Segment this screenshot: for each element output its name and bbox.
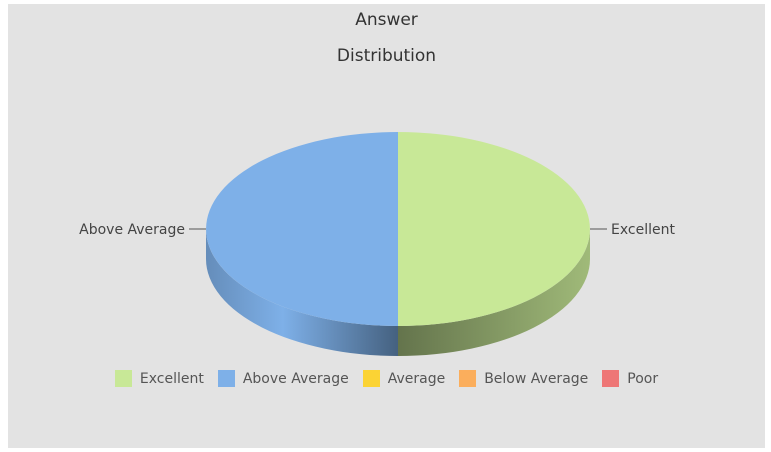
slice-label-excellent: Excellent — [611, 222, 675, 238]
legend-swatch — [362, 370, 380, 387]
legend-label: Above Average — [242, 370, 349, 387]
chart-area: Answer Distribution Excellent Above Avera… — [8, 4, 765, 448]
pie-slice-excellent[interactable] — [398, 132, 590, 326]
legend-swatch — [217, 370, 235, 387]
chart-title-line-2: Distribution — [336, 46, 437, 66]
slice-label-above-average: Above Average — [79, 222, 185, 238]
pie-slice-side-excellent — [398, 229, 590, 356]
legend-label: Average — [387, 370, 446, 387]
legend-swatch — [602, 370, 620, 387]
legend-label: Poor — [627, 370, 659, 387]
chart-legend: Excellent Above Average Average Below Avera… — [8, 370, 765, 387]
legend-label: Below Average — [484, 370, 589, 387]
legend-item-excellent[interactable]: Excellent — [114, 370, 204, 387]
pie-slice-side-above-average — [206, 229, 398, 356]
legend-item-above-average[interactable]: Above Average — [217, 370, 349, 387]
pie-chart: Excellent Above Average — [79, 132, 675, 356]
legend-swatch — [114, 370, 132, 387]
legend-item-below-average[interactable]: Below Average — [459, 370, 588, 387]
legend-label: Excellent — [139, 370, 204, 387]
legend-swatch — [459, 370, 477, 387]
chart-title-line-1: Answer — [355, 10, 418, 30]
legend-item-average[interactable]: Average — [362, 370, 446, 387]
pie-slice-above-average[interactable] — [206, 132, 398, 326]
legend-item-poor[interactable]: Poor — [602, 370, 658, 387]
